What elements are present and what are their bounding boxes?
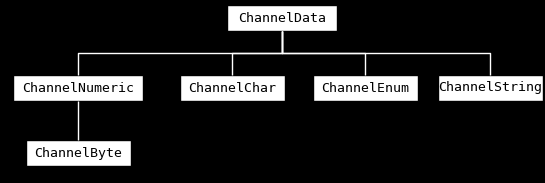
Text: ChannelNumeric: ChannelNumeric (22, 81, 134, 94)
FancyBboxPatch shape (26, 140, 130, 166)
FancyBboxPatch shape (438, 75, 542, 101)
FancyBboxPatch shape (227, 5, 337, 31)
FancyBboxPatch shape (179, 75, 284, 101)
Text: ChannelEnum: ChannelEnum (321, 81, 409, 94)
Text: ChannelString: ChannelString (438, 81, 542, 94)
FancyBboxPatch shape (13, 75, 143, 101)
FancyBboxPatch shape (312, 75, 417, 101)
Text: ChannelData: ChannelData (238, 12, 326, 25)
Text: ChannelByte: ChannelByte (34, 147, 122, 160)
Text: ChannelChar: ChannelChar (188, 81, 276, 94)
